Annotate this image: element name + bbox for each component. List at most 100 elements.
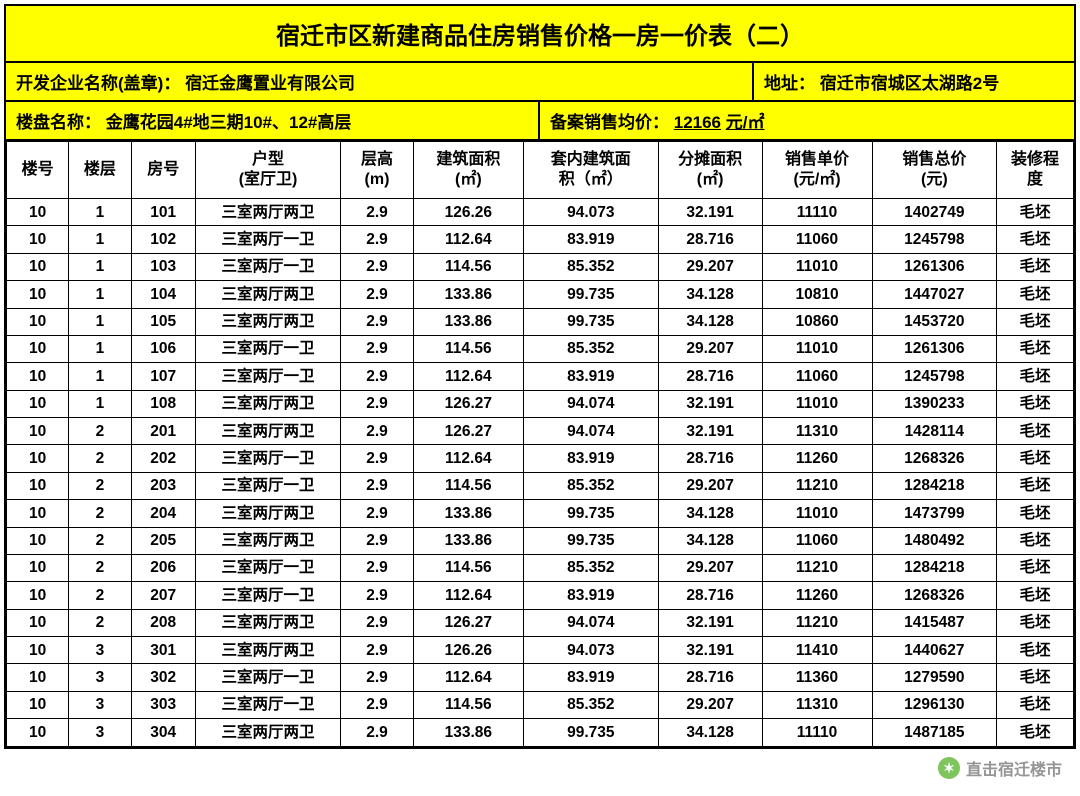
cell: 1 bbox=[69, 335, 131, 362]
wechat-icon: ✶ bbox=[938, 757, 960, 779]
cell: 1415487 bbox=[872, 609, 997, 636]
cell: 三室两厅两卫 bbox=[195, 199, 340, 226]
project-label: 楼盘名称： bbox=[16, 113, 101, 132]
cell: 三室两厅两卫 bbox=[195, 418, 340, 445]
cell: 114.56 bbox=[413, 472, 523, 499]
cell: 3 bbox=[69, 719, 131, 746]
cell: 203 bbox=[131, 472, 195, 499]
cell: 10 bbox=[7, 335, 69, 362]
cell: 三室两厅一卫 bbox=[195, 472, 340, 499]
cell: 2.9 bbox=[341, 691, 414, 718]
cell: 11060 bbox=[762, 527, 872, 554]
cell: 32.191 bbox=[658, 637, 762, 664]
cell: 11260 bbox=[762, 582, 872, 609]
table-row: 102205三室两厅两卫2.9133.8699.73534.1281106014… bbox=[7, 527, 1074, 554]
cell: 114.56 bbox=[413, 554, 523, 581]
table-row: 102204三室两厅两卫2.9133.8699.73534.1281101014… bbox=[7, 500, 1074, 527]
col-header-8: 销售单价(元/㎡) bbox=[762, 142, 872, 199]
cell: 三室两厅一卫 bbox=[195, 554, 340, 581]
cell: 10 bbox=[7, 199, 69, 226]
cell: 11260 bbox=[762, 445, 872, 472]
cell: 10 bbox=[7, 582, 69, 609]
cell: 10 bbox=[7, 664, 69, 691]
cell: 三室两厅一卫 bbox=[195, 363, 340, 390]
cell: 83.919 bbox=[523, 363, 658, 390]
cell: 32.191 bbox=[658, 418, 762, 445]
cell: 94.074 bbox=[523, 418, 658, 445]
cell: 99.735 bbox=[523, 500, 658, 527]
cell: 1447027 bbox=[872, 281, 997, 308]
cell: 1453720 bbox=[872, 308, 997, 335]
cell: 32.191 bbox=[658, 199, 762, 226]
cell: 三室两厅两卫 bbox=[195, 308, 340, 335]
cell: 2.9 bbox=[341, 554, 414, 581]
developer-label: 开发企业名称(盖章)： bbox=[16, 74, 180, 93]
cell: 2 bbox=[69, 500, 131, 527]
cell: 10 bbox=[7, 308, 69, 335]
cell: 三室两厅一卫 bbox=[195, 582, 340, 609]
avgprice-value: 12166 bbox=[674, 113, 721, 132]
cell: 34.128 bbox=[658, 281, 762, 308]
cell: 毛坯 bbox=[997, 719, 1074, 746]
cell: 11010 bbox=[762, 500, 872, 527]
cell: 毛坯 bbox=[997, 253, 1074, 280]
cell: 1 bbox=[69, 390, 131, 417]
cell: 114.56 bbox=[413, 335, 523, 362]
cell: 毛坯 bbox=[997, 527, 1074, 554]
table-row: 101101三室两厅两卫2.9126.2694.07332.1911111014… bbox=[7, 199, 1074, 226]
table-row: 103301三室两厅两卫2.9126.2694.07332.1911141014… bbox=[7, 637, 1074, 664]
cell: 11310 bbox=[762, 418, 872, 445]
table-row: 103302三室两厅一卫2.9112.6483.91928.7161136012… bbox=[7, 664, 1074, 691]
cell: 133.86 bbox=[413, 500, 523, 527]
cell: 10 bbox=[7, 472, 69, 499]
cell: 2.9 bbox=[341, 253, 414, 280]
cell: 2.9 bbox=[341, 637, 414, 664]
cell: 94.074 bbox=[523, 390, 658, 417]
cell: 133.86 bbox=[413, 308, 523, 335]
cell: 29.207 bbox=[658, 253, 762, 280]
cell: 103 bbox=[131, 253, 195, 280]
cell: 34.128 bbox=[658, 527, 762, 554]
table-row: 101107三室两厅一卫2.9112.6483.91928.7161106012… bbox=[7, 363, 1074, 390]
cell: 28.716 bbox=[658, 226, 762, 253]
cell: 1 bbox=[69, 253, 131, 280]
cell: 32.191 bbox=[658, 609, 762, 636]
cell: 毛坯 bbox=[997, 500, 1074, 527]
address-value: 宿迁市宿城区太湖路2号 bbox=[820, 74, 999, 93]
cell: 1279590 bbox=[872, 664, 997, 691]
cell: 2.9 bbox=[341, 500, 414, 527]
cell: 112.64 bbox=[413, 664, 523, 691]
cell: 11410 bbox=[762, 637, 872, 664]
price-sheet: 宿迁市区新建商品住房销售价格一房一价表（二） 开发企业名称(盖章)： 宿迁金鹰置… bbox=[4, 4, 1076, 749]
cell: 2.9 bbox=[341, 527, 414, 554]
cell: 1402749 bbox=[872, 199, 997, 226]
cell: 10 bbox=[7, 390, 69, 417]
cell: 2 bbox=[69, 418, 131, 445]
cell: 1 bbox=[69, 308, 131, 335]
cell: 10 bbox=[7, 500, 69, 527]
table-row: 101108三室两厅两卫2.9126.2794.07432.1911101013… bbox=[7, 390, 1074, 417]
cell: 11010 bbox=[762, 335, 872, 362]
col-header-0: 楼号 bbox=[7, 142, 69, 199]
cell: 10 bbox=[7, 253, 69, 280]
cell: 11210 bbox=[762, 609, 872, 636]
cell: 104 bbox=[131, 281, 195, 308]
cell: 10860 bbox=[762, 308, 872, 335]
cell: 三室两厅一卫 bbox=[195, 226, 340, 253]
cell: 2.9 bbox=[341, 199, 414, 226]
cell: 1440627 bbox=[872, 637, 997, 664]
cell: 112.64 bbox=[413, 445, 523, 472]
cell: 毛坯 bbox=[997, 390, 1074, 417]
avgprice-label: 备案销售均价： bbox=[550, 113, 669, 132]
cell: 10 bbox=[7, 637, 69, 664]
cell: 202 bbox=[131, 445, 195, 472]
address-cell: 地址： 宿迁市宿城区太湖路2号 bbox=[754, 63, 1074, 100]
cell: 10 bbox=[7, 418, 69, 445]
cell: 1261306 bbox=[872, 253, 997, 280]
cell: 133.86 bbox=[413, 527, 523, 554]
cell: 106 bbox=[131, 335, 195, 362]
cell: 毛坯 bbox=[997, 609, 1074, 636]
cell: 85.352 bbox=[523, 335, 658, 362]
project-cell: 楼盘名称： 金鹰花园4#地三期10#、12#高层 bbox=[6, 102, 540, 139]
cell: 2.9 bbox=[341, 363, 414, 390]
